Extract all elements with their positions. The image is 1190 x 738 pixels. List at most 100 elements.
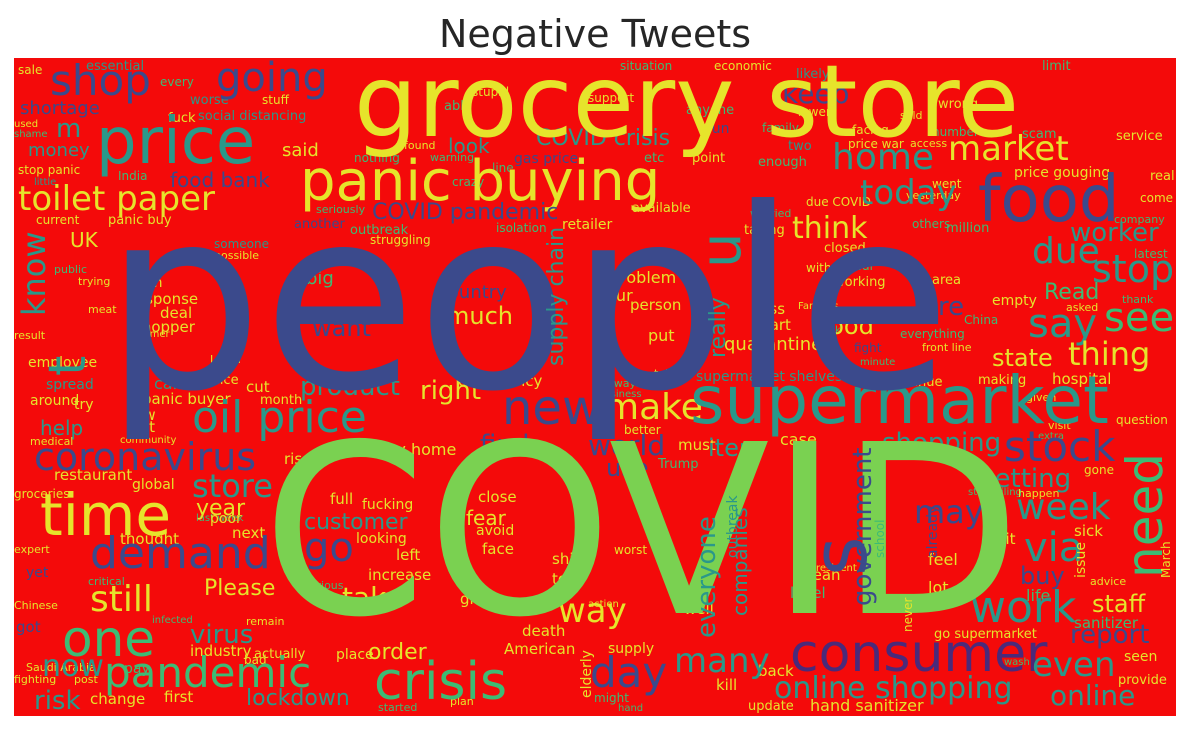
word-service: service [1116, 129, 1163, 144]
word-india: India [118, 169, 148, 183]
word-crazy: crazy [452, 175, 485, 189]
word-last-week: last week [196, 513, 244, 524]
word-plan: plan [450, 695, 474, 708]
word-money: money [28, 140, 90, 161]
word-store: store [192, 467, 273, 505]
word-advice: advice [1090, 575, 1127, 588]
word-fighting: fighting [14, 673, 57, 686]
word-thought: thought [120, 530, 179, 548]
word-situation: situation [620, 59, 673, 73]
word-minute: minute [860, 357, 896, 368]
word-coronavirus: coronavirus [34, 435, 257, 479]
word-world: world [588, 429, 666, 462]
word-consumer: consumer [790, 624, 1048, 684]
word-chinese: Chinese [14, 599, 58, 612]
word-shortage: shortage [20, 98, 100, 119]
word-went: went [932, 177, 962, 191]
word-point: point [692, 151, 726, 166]
word-panic-buyer: panic buyer [142, 390, 231, 408]
word-facing: facing [852, 123, 889, 137]
word-march: March [1159, 541, 1173, 578]
word-hand: hand [618, 703, 644, 714]
word-everyone: everyone [692, 516, 722, 638]
word-problem: problem [610, 268, 677, 287]
word-full: full [330, 490, 354, 508]
word-mean: mean [798, 566, 841, 584]
word-mask: mask [814, 325, 841, 336]
word-many: many [674, 641, 770, 681]
word-fight: fight [854, 341, 882, 355]
word-global: global [132, 477, 175, 493]
word-stock: stock [1004, 422, 1116, 471]
word-real: real [1150, 169, 1175, 184]
word-two: two [788, 139, 812, 154]
word-look: look [448, 134, 490, 158]
word-bad: bad [244, 653, 267, 667]
word-lower: lower [798, 105, 831, 119]
word-supermarket-shelves: supermarket shelves [696, 369, 843, 385]
word-little: little [34, 177, 57, 188]
word-every: every [160, 75, 194, 89]
word-food-bank: food bank [170, 168, 270, 192]
word-shop: shop [50, 58, 151, 105]
word-told: told [552, 570, 581, 588]
word-anyone: anyone [686, 103, 735, 118]
word-use: use [606, 454, 649, 482]
word-got: got [16, 618, 41, 636]
word-increase: increase [368, 566, 432, 584]
word-hour: hour [596, 286, 633, 305]
word-one: one [62, 610, 156, 668]
word-re: re [938, 292, 965, 322]
word-job: job [864, 371, 884, 386]
word-said: said [282, 140, 319, 161]
word-worse: worse [190, 93, 229, 108]
word-work: work [970, 582, 1077, 633]
word-grocery-store: grocery store [354, 58, 1020, 160]
word-social-distancing: social distancing [198, 109, 307, 124]
chart-title: Negative Tweets [438, 12, 752, 56]
word-staff: staff [1092, 590, 1146, 618]
word-resident: resident [816, 563, 857, 574]
word-response: response [130, 290, 199, 308]
word-think: think [792, 211, 868, 246]
word-online-shopping: online shopping [774, 671, 1013, 706]
word-stockpiling: stockpiling [968, 487, 1022, 498]
word-level: level [790, 584, 826, 602]
word-used: used [14, 119, 39, 130]
word-item: item [708, 434, 763, 462]
word-home: home [832, 137, 935, 178]
word-keep: keep [782, 77, 850, 110]
word-fucking: fucking [362, 497, 414, 513]
word-essential: essential [86, 59, 145, 74]
word-people: people [104, 155, 952, 446]
word-result: result [14, 329, 46, 342]
word-found: found [404, 139, 436, 152]
word-another: another [294, 217, 345, 232]
word-available: available [632, 201, 691, 216]
word-always: always [604, 377, 642, 390]
word-american: American [504, 640, 576, 658]
word-stop: stop [1092, 247, 1175, 291]
word-lot: lot [928, 578, 949, 597]
word-never: never [901, 597, 915, 632]
word-via: via [1024, 525, 1084, 571]
word-lockdown: lockdown [246, 686, 350, 711]
word-feel: feel [928, 550, 958, 569]
word-food: food [978, 163, 1120, 237]
word-thank: thank [1122, 293, 1154, 306]
word-action: action [588, 599, 619, 610]
word-wrong: wrong [938, 97, 979, 112]
word-yet: yet [26, 565, 49, 581]
word-u: u [689, 232, 754, 269]
word-give: give [460, 590, 492, 608]
word-serious: serious [304, 579, 344, 592]
word-taking: taking [744, 223, 785, 238]
word-nothing: nothing [354, 151, 400, 165]
word-worker: worker [1070, 218, 1159, 248]
word-stuff: stuff [262, 93, 289, 107]
word-buy: buy [1020, 562, 1065, 590]
word-market: market [948, 129, 1069, 169]
word-t: t [38, 355, 98, 376]
word-hit: hit [996, 530, 1016, 548]
word-risk: risk [34, 686, 81, 716]
